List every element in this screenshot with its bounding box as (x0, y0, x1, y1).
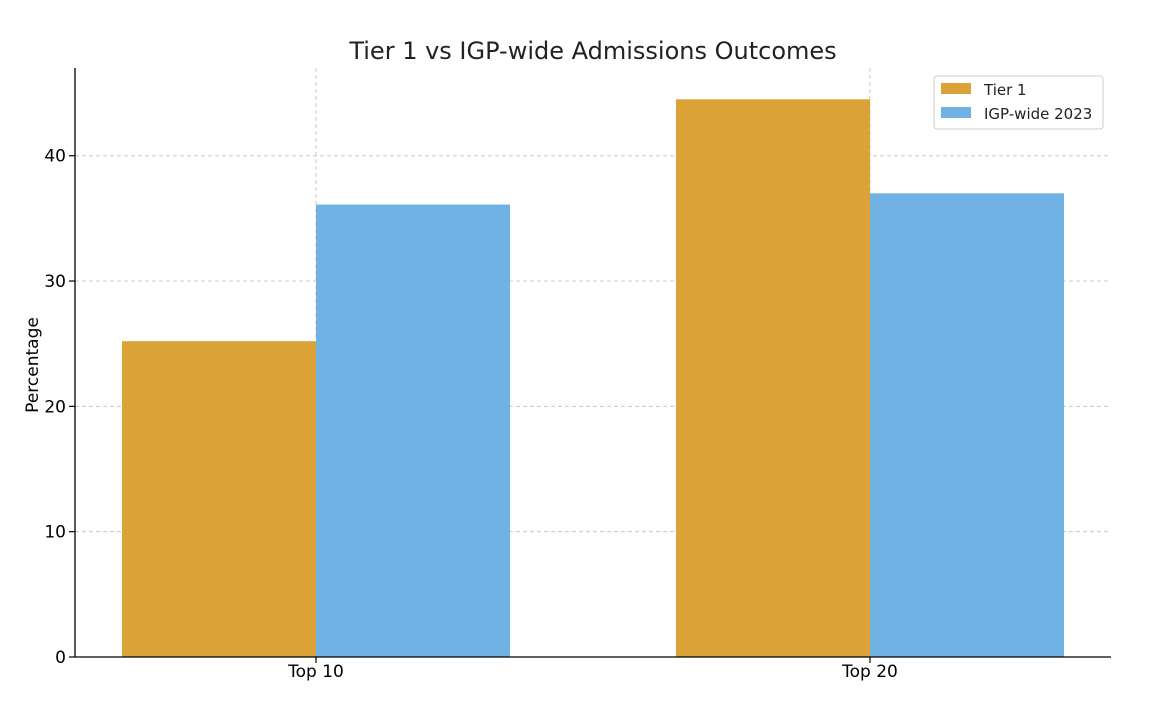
legend-swatch-tier-1 (941, 83, 971, 94)
y-ticks: 0 10 20 30 40 (44, 147, 75, 668)
legend-swatch-igp-wide-2023 (941, 107, 971, 118)
x-tick-label: Top 10 (287, 662, 344, 682)
y-tick-label: 30 (44, 272, 66, 292)
y-tick-label: 10 (44, 523, 66, 543)
chart-title: Tier 1 vs IGP-wide Admissions Outcomes (348, 37, 836, 65)
bar-tier-1-top-10 (122, 341, 316, 657)
legend-label-tier-1: Tier 1 (983, 81, 1027, 99)
y-axis-label: Percentage (23, 317, 43, 413)
x-ticks: Top 10 Top 20 (287, 657, 898, 682)
bar-igp-wide-2023-top-10 (316, 204, 510, 657)
bar-igp-wide-2023-top-20 (870, 193, 1064, 657)
bar-tier-1-top-20 (676, 99, 870, 658)
y-tick-label: 20 (44, 397, 66, 417)
x-tick-label: Top 20 (841, 662, 898, 682)
legend-label-igp-wide-2023: IGP-wide 2023 (984, 105, 1092, 123)
legend: Tier 1 IGP-wide 2023 (933, 75, 1104, 130)
legend-frame (933, 75, 1104, 130)
y-tick-label: 0 (55, 648, 66, 668)
y-tick-label: 40 (44, 147, 66, 167)
bars (122, 99, 1064, 658)
